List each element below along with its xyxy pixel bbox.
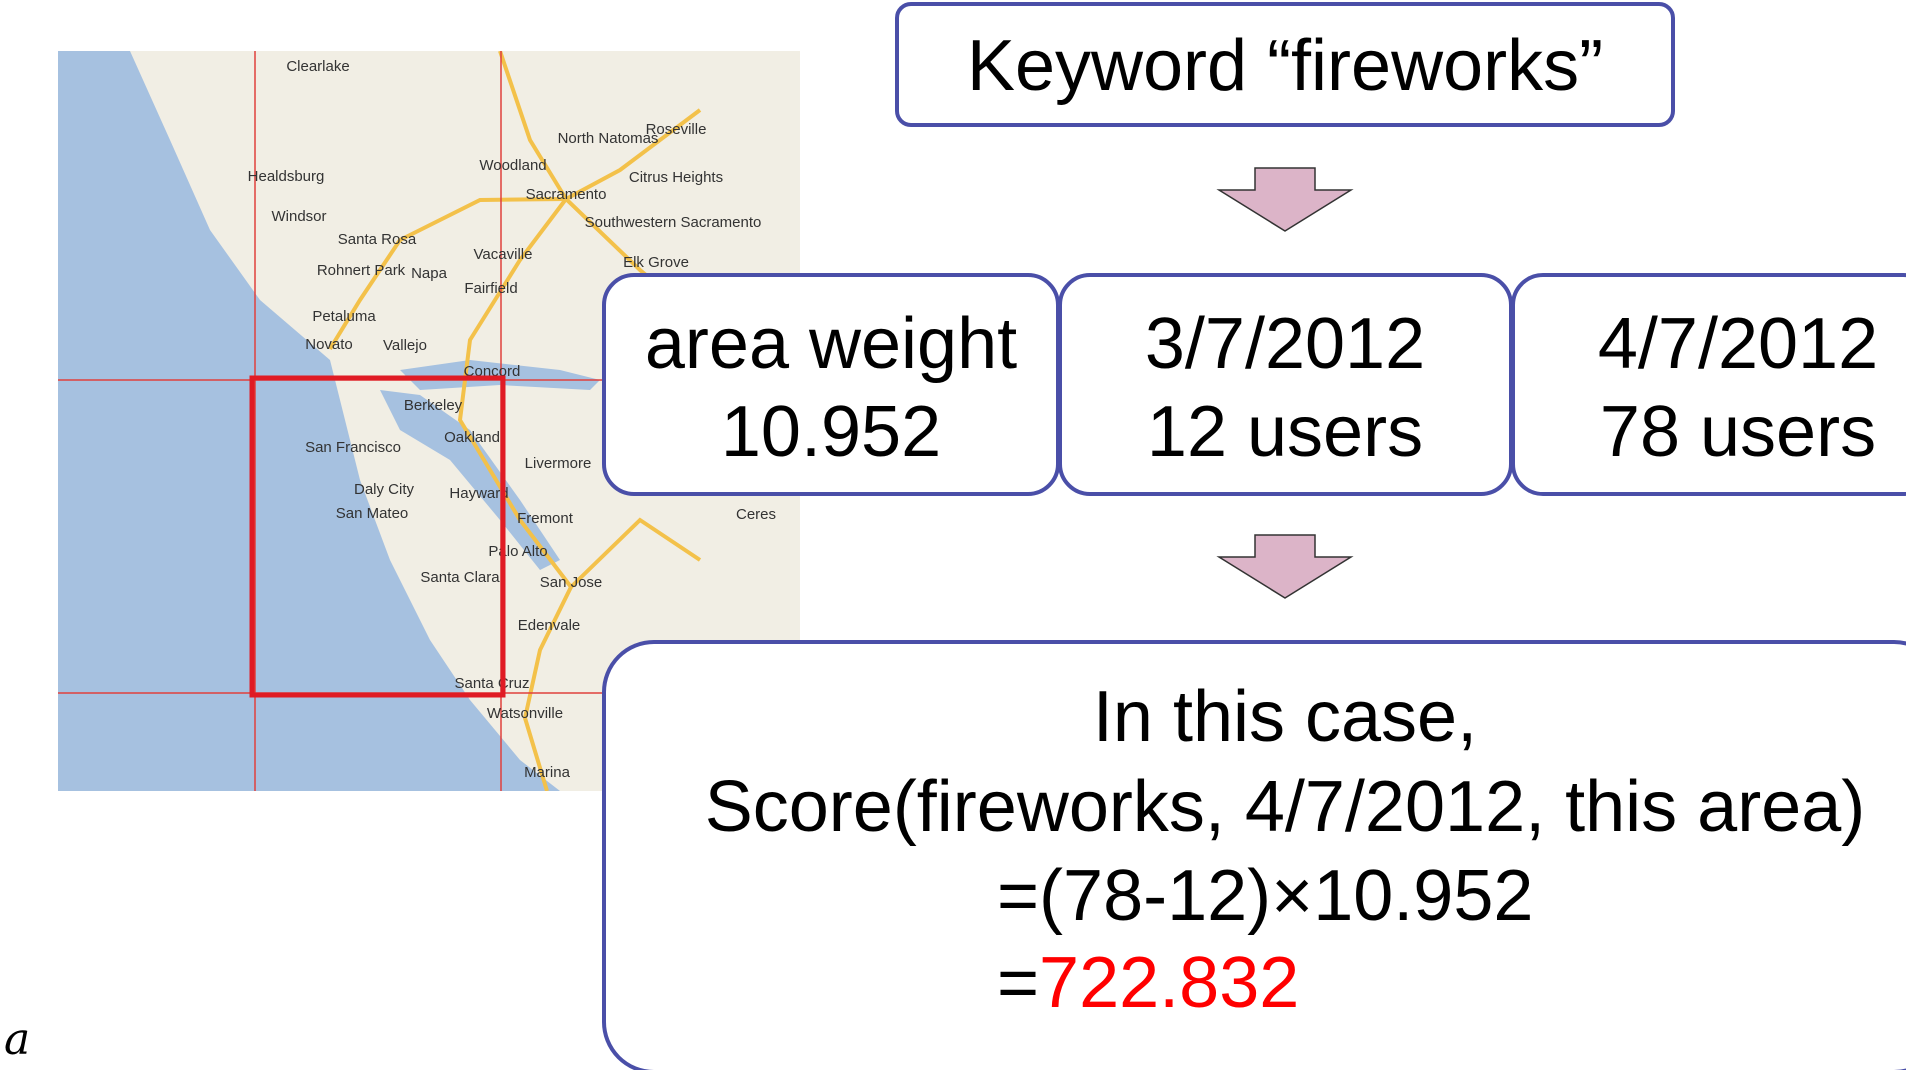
map-label: Palo Alto <box>488 543 547 560</box>
arrow <box>1219 168 1351 231</box>
map-label: Santa Rosa <box>338 231 417 248</box>
map-label: Ceres <box>736 506 776 523</box>
result-line: Score(fireworks, 4/7/2012, this area) <box>705 767 1866 847</box>
map-label: Edenvale <box>518 617 581 634</box>
box-line: area weight <box>645 304 1017 384</box>
result-line: =722.832 <box>997 943 1299 1023</box>
map-label: Oakland <box>444 429 500 446</box>
map-label: Santa Clara <box>420 569 500 586</box>
map-label: Santa Cruz <box>454 675 529 692</box>
map-label: San Mateo <box>336 505 409 522</box>
map-label: Southwestern Sacramento <box>585 214 762 231</box>
score-value: 722.832 <box>1039 943 1299 1023</box>
page: Clearlake North NatomasRoseville Woodland H… <box>0 0 1906 1070</box>
result-line: =(78-12)×10.952 <box>997 856 1533 936</box>
arrow <box>1219 535 1351 598</box>
map-label: Marina <box>524 764 571 781</box>
map-label: Sacramento <box>526 186 607 203</box>
map-label: Livermore <box>525 455 592 472</box>
map-label: Watsonville <box>487 705 563 722</box>
box-line: 3/7/2012 <box>1145 304 1425 384</box>
map-label: Vallejo <box>383 337 427 354</box>
map-label: San Jose <box>540 574 603 591</box>
map-label: Windsor <box>271 208 326 225</box>
map-label: Clearlake <box>286 58 349 75</box>
map-label: Elk Grove <box>623 254 689 271</box>
map-label: Napa <box>411 265 448 282</box>
map-label: Hayward <box>449 485 508 502</box>
result-line: In this case, <box>1093 677 1477 757</box>
map-label: Fremont <box>517 510 574 527</box>
map-label: North Natomas <box>558 130 659 147</box>
map-label: San Francisco <box>305 439 401 456</box>
map-label: Daly City <box>354 481 415 498</box>
box-line: 12 users <box>1147 392 1423 472</box>
map-label: Vacaville <box>474 246 533 263</box>
map-label: Citrus Heights <box>629 169 723 186</box>
map-label: Novato <box>305 336 353 353</box>
map-label: Woodland <box>479 157 546 174</box>
keyword: Keyword “fireworks” <box>967 26 1603 106</box>
map-label: Fairfield <box>464 280 517 297</box>
map-label: Healdsburg <box>248 168 325 185</box>
map-label: Roseville <box>646 121 707 138</box>
box-line: 78 users <box>1600 392 1876 472</box>
map-label: Berkeley <box>404 397 463 414</box>
caption: a <box>4 1014 30 1065</box>
box-line: 4/7/2012 <box>1598 304 1878 384</box>
equals: = <box>997 943 1039 1023</box>
map-label: Rohnert Park <box>317 262 406 279</box>
box-line: 10.952 <box>721 392 941 472</box>
map-label: Petaluma <box>312 308 376 325</box>
